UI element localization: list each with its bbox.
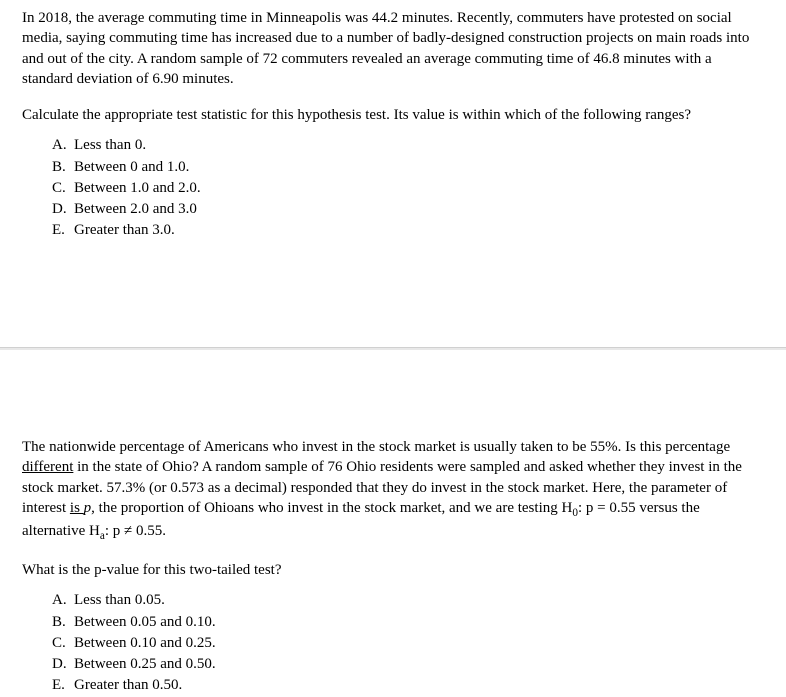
choice-2-a: A.Less than 0.05. [52, 590, 764, 610]
choice-letter: E. [52, 675, 74, 695]
question-2-choices: A.Less than 0.05. B.Between 0.05 and 0.1… [22, 590, 764, 695]
q2-underlined: different [22, 459, 73, 475]
choice-letter: A. [52, 590, 74, 610]
question-1: In 2018, the average commuting time in M… [0, 0, 786, 241]
section-divider [0, 347, 786, 350]
choice-2-e: E.Greater than 0.50. [52, 675, 764, 695]
choice-1-b: B.Between 0 and 1.0. [52, 157, 764, 177]
choice-text: Less than 0.05. [74, 592, 165, 608]
question-2-prompt: What is the p-value for this two-tailed … [22, 560, 764, 580]
question-1-context: In 2018, the average commuting time in M… [22, 8, 764, 89]
choice-text: Greater than 3.0. [74, 222, 175, 238]
choice-1-a: A.Less than 0. [52, 135, 764, 155]
choice-letter: E. [52, 220, 74, 240]
q2-text-part3-pre: is [70, 500, 84, 516]
choice-text: Greater than 0.50. [74, 677, 182, 693]
choice-text: Between 1.0 and 2.0. [74, 180, 201, 196]
question-1-paragraph: In 2018, the average commuting time in M… [22, 8, 764, 89]
question-2: The nationwide percentage of Americans w… [0, 429, 786, 697]
choice-text: Between 0.10 and 0.25. [74, 635, 216, 651]
q2-text-part1: The nationwide percentage of Americans w… [22, 439, 730, 455]
question-2-context: The nationwide percentage of Americans w… [22, 437, 764, 544]
choice-letter: B. [52, 612, 74, 632]
choice-2-b: B.Between 0.05 and 0.10. [52, 612, 764, 632]
choice-2-d: D.Between 0.25 and 0.50. [52, 654, 764, 674]
choice-text: Between 0.25 and 0.50. [74, 656, 216, 672]
choice-2-c: C.Between 0.10 and 0.25. [52, 633, 764, 653]
choice-letter: D. [52, 654, 74, 674]
q2-text-part3-post: , the proportion of Ohioans who invest i… [91, 500, 572, 516]
choice-text: Between 0.05 and 0.10. [74, 614, 216, 630]
choice-letter: B. [52, 157, 74, 177]
question-1-prompt: Calculate the appropriate test statistic… [22, 105, 764, 125]
choice-1-e: E.Greater than 3.0. [52, 220, 764, 240]
choice-letter: D. [52, 199, 74, 219]
choice-text: Less than 0. [74, 137, 146, 153]
choice-1-d: D.Between 2.0 and 3.0 [52, 199, 764, 219]
question-1-choices: A.Less than 0. B.Between 0 and 1.0. C.Be… [22, 135, 764, 240]
choice-1-c: C.Between 1.0 and 2.0. [52, 178, 764, 198]
choice-letter: C. [52, 633, 74, 653]
choice-text: Between 0 and 1.0. [74, 159, 189, 175]
choice-text: Between 2.0 and 3.0 [74, 201, 197, 217]
choice-letter: C. [52, 178, 74, 198]
question-2-paragraph: The nationwide percentage of Americans w… [22, 437, 764, 544]
choice-letter: A. [52, 135, 74, 155]
q2-hypa: : p ≠ 0.55. [105, 523, 166, 539]
